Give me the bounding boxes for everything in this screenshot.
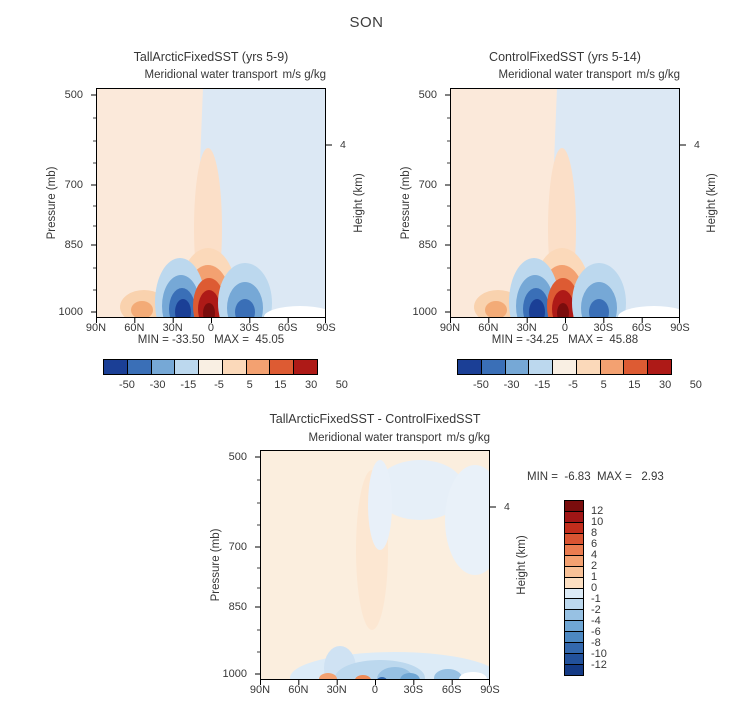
panel3-subtitle-row: Meridional water transport m/s g/kg (260, 432, 490, 446)
panel3-colorbar (564, 500, 584, 676)
ytick-label: 1000 (412, 306, 437, 318)
colorbar-cell (564, 511, 584, 523)
colorbar-cell (564, 621, 584, 633)
colorbar-cell (564, 522, 584, 534)
panel2-xticks: 90N 60N 30N 0 30S 60S 90S (439, 322, 690, 334)
colorbar-cell (564, 577, 584, 589)
ytick-label: 850 (64, 239, 83, 251)
colorbar-cell (576, 359, 601, 375)
panel1-xticks: 90N 60N 30N 0 30S 60S 90S (85, 322, 336, 334)
ytick-label: 1000 (222, 668, 247, 680)
panel1-minmax: MIN = -33.50 MAX = 45.05 (137, 334, 285, 346)
panel2-colorbar (457, 359, 673, 375)
panel1-yticks: 500 700 850 1000 (58, 88, 86, 318)
panel1-units: m/s g/kg (282, 69, 326, 81)
colorbar-cell (246, 359, 271, 375)
panel2-subtitle: Meridional water transport (498, 69, 632, 81)
ytick-label: 850 (228, 601, 247, 613)
colorbar-cell (294, 359, 319, 375)
panel2-minmax: MIN = -34.25 MAX = 45.88 (491, 334, 639, 346)
colorbar-cell (564, 533, 584, 545)
panel1-subtitle-row: Meridional water transport m/s g/kg (96, 69, 326, 83)
ytick-label: 700 (228, 541, 247, 553)
ytick-label: 1000 (58, 306, 83, 318)
colorbar-cell (564, 500, 584, 512)
panel1-plot (90, 88, 326, 318)
ytick-label: 850 (418, 239, 437, 251)
panel2-yticks: 500 700 850 1000 (412, 88, 440, 318)
panel3-plot (254, 450, 490, 680)
colorbar-cell (564, 654, 584, 666)
panel3-subtitle: Meridional water transport (308, 432, 442, 444)
colorbar-cell (270, 359, 295, 375)
colorbar-cell (564, 599, 584, 611)
panel2-height-tick: 4 (694, 139, 700, 151)
panel1-height-tick: 4 (340, 139, 346, 151)
panel2-colorbar-labels: -50 -30 -15 -5 5 15 30 50 (472, 379, 702, 391)
colorbar-cell (505, 359, 530, 375)
panel1-colorbar-labels: -50 -30 -15 -5 5 15 30 50 (118, 379, 348, 391)
panel2-title: ControlFixedSST (yrs 5-14) (489, 50, 641, 64)
panel3-units: m/s g/kg (446, 432, 490, 444)
panel1-title: TallArcticFixedSST (yrs 5-9) (133, 50, 289, 64)
panel3-ylabel: Pressure (mb) (210, 528, 222, 602)
colorbar-cell (564, 555, 584, 567)
ytick-label: 500 (228, 451, 247, 463)
panel3-yticks: 500 700 850 1000 (222, 450, 250, 680)
colorbar-cell (103, 359, 128, 375)
panel2-plot (444, 88, 680, 318)
panel2-ylabel: Pressure (mb) (400, 166, 412, 240)
colorbar-cell (600, 359, 625, 375)
colorbar-cell (564, 643, 584, 655)
ytick-label: 500 (64, 89, 83, 101)
panel1-ylabel: Pressure (mb) (46, 166, 58, 240)
panel2-units: m/s g/kg (636, 69, 680, 81)
colorbar-cell (175, 359, 200, 375)
panel1-ylabel-right: Height (km) (353, 173, 365, 233)
panel3-title: TallArcticFixedSST - ControlFixedSST (269, 412, 481, 426)
colorbar-cell (624, 359, 649, 375)
figure-title: SON (349, 14, 384, 31)
panel2-ylabel-right: Height (km) (706, 173, 718, 233)
colorbar-cell (127, 359, 152, 375)
ytick-label: 500 (418, 89, 437, 101)
colorbar-cell (529, 359, 554, 375)
colorbar-cell (564, 566, 584, 578)
panel2-subtitle-row: Meridional water transport m/s g/kg (450, 69, 680, 83)
colorbar-cell (151, 359, 176, 375)
colorbar-cell (564, 632, 584, 644)
panel3-ylabel-right: Height (km) (516, 535, 528, 595)
colorbar-cell (199, 359, 223, 375)
ytick-label: 700 (418, 179, 437, 191)
panel3-height-tick: 4 (504, 501, 510, 513)
colorbar-cell (648, 359, 673, 375)
panel1-subtitle: Meridional water transport (144, 69, 278, 81)
colorbar-cell (553, 359, 577, 375)
colorbar-cell (564, 610, 584, 622)
colorbar-cell (564, 665, 584, 676)
colorbar-cell (457, 359, 482, 375)
panel3-colorbar-labels: 12 10 8 6 4 2 1 0 -1 -2 -4 -6 -8 -10 -12 (591, 505, 607, 671)
colorbar-cell (481, 359, 506, 375)
colorbar-cell (564, 544, 584, 556)
ytick-label: 700 (64, 179, 83, 191)
colorbar-cell (564, 588, 584, 600)
panel1-colorbar (103, 359, 319, 375)
colorbar-cell (222, 359, 247, 375)
panel3-minmax: MIN = -6.83 MAX = 2.93 (527, 471, 664, 483)
panel3-xticks: 90N 60N 30N 0 30S 60S 90S (249, 684, 500, 696)
